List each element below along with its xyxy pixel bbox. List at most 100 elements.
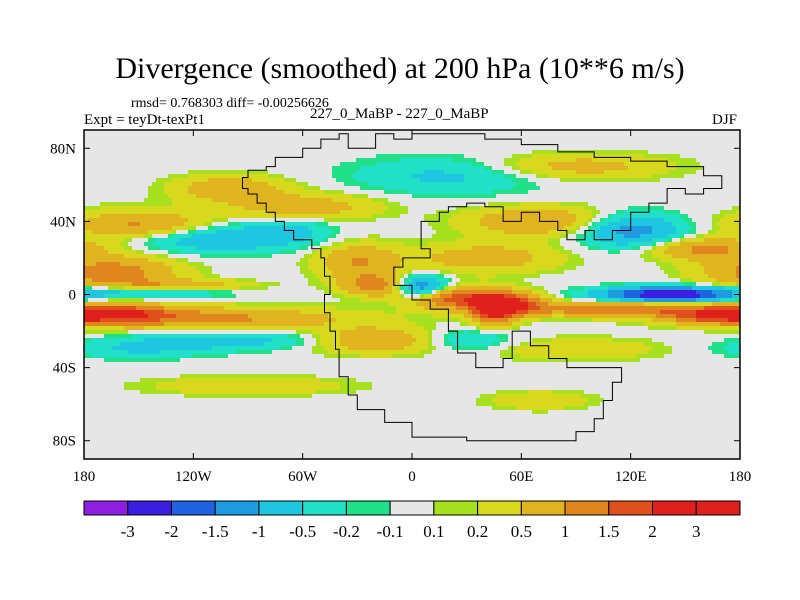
field-cell	[344, 170, 349, 175]
field-cell	[204, 190, 209, 195]
field-cell	[540, 166, 545, 171]
field-cell	[444, 182, 449, 187]
field-cell	[540, 138, 545, 143]
field-cell	[280, 182, 285, 187]
field-cell	[376, 202, 381, 207]
field-cell	[176, 174, 181, 179]
field-cell	[192, 198, 197, 203]
field-cell	[532, 214, 537, 219]
field-cell	[156, 218, 161, 223]
field-cell	[236, 162, 241, 167]
field-cell	[256, 202, 261, 207]
field-cell	[672, 190, 677, 195]
field-cell	[708, 170, 713, 175]
field-cell	[480, 242, 485, 247]
field-cell	[536, 170, 541, 175]
field-cell	[440, 186, 445, 191]
field-cell	[556, 194, 561, 199]
field-cell	[720, 154, 725, 159]
field-cell	[200, 146, 205, 151]
field-cell	[508, 138, 513, 143]
field-cell	[524, 206, 529, 211]
field-cell	[252, 210, 257, 215]
field-cell	[216, 194, 221, 199]
field-cell	[552, 170, 557, 175]
field-cell	[516, 238, 521, 243]
field-cell	[724, 238, 729, 243]
field-cell	[484, 134, 489, 139]
field-cell	[460, 130, 465, 135]
field-cell	[200, 178, 205, 183]
field-cell	[600, 158, 605, 163]
field-cell	[504, 230, 509, 235]
field-cell	[232, 170, 237, 175]
field-cell	[472, 246, 477, 251]
field-cell	[200, 162, 205, 167]
field-cell	[336, 238, 341, 243]
field-cell	[452, 202, 457, 207]
field-cell	[392, 218, 397, 223]
field-cell	[228, 238, 233, 243]
field-cell	[568, 242, 573, 247]
field-cell	[500, 202, 505, 207]
field-cell	[580, 194, 585, 199]
field-cell	[600, 130, 605, 135]
field-cell	[660, 170, 665, 175]
field-cell	[504, 182, 509, 187]
field-cell	[144, 246, 149, 251]
field-cell	[652, 194, 657, 199]
field-cell	[352, 166, 357, 171]
field-cell	[416, 198, 421, 203]
field-cell	[516, 246, 521, 251]
field-cell	[252, 230, 257, 235]
field-cell	[256, 182, 261, 187]
field-cell	[232, 214, 237, 219]
field-cell	[176, 222, 181, 227]
field-cell	[196, 214, 201, 219]
field-cell	[264, 250, 269, 255]
field-cell	[524, 170, 529, 175]
field-cell	[264, 198, 269, 203]
field-cell	[660, 162, 665, 167]
field-cell	[124, 130, 129, 135]
field-cell	[440, 146, 445, 151]
field-cell	[432, 138, 437, 143]
field-cell	[340, 246, 345, 251]
field-cell	[440, 230, 445, 235]
field-cell	[120, 146, 125, 151]
field-cell	[396, 162, 401, 167]
field-cell	[636, 214, 641, 219]
field-cell	[360, 162, 365, 167]
field-cell	[576, 186, 581, 191]
field-cell	[288, 170, 293, 175]
field-cell	[408, 190, 413, 195]
field-cell	[352, 242, 357, 247]
field-cell	[200, 150, 205, 155]
field-cell	[88, 182, 93, 187]
field-cell	[440, 130, 445, 135]
field-cell	[612, 142, 617, 147]
field-cell	[96, 130, 101, 135]
field-cell	[220, 218, 225, 223]
field-cell	[440, 134, 445, 139]
field-cell	[208, 194, 213, 199]
field-cell	[220, 198, 225, 203]
field-cell	[564, 142, 569, 147]
field-cell	[448, 222, 453, 227]
field-cell	[716, 134, 721, 139]
field-cell	[244, 238, 249, 243]
field-cell	[220, 186, 225, 191]
field-cell	[624, 146, 629, 151]
field-cell	[640, 242, 645, 247]
field-cell	[572, 146, 577, 151]
field-cell	[256, 170, 261, 175]
field-cell	[604, 146, 609, 151]
field-cell	[732, 154, 737, 159]
field-cell	[384, 246, 389, 251]
field-cell	[508, 238, 513, 243]
field-cell	[172, 222, 177, 227]
field-cell	[356, 242, 361, 247]
field-cell	[192, 154, 197, 159]
field-cell	[172, 214, 177, 219]
field-cell	[216, 134, 221, 139]
